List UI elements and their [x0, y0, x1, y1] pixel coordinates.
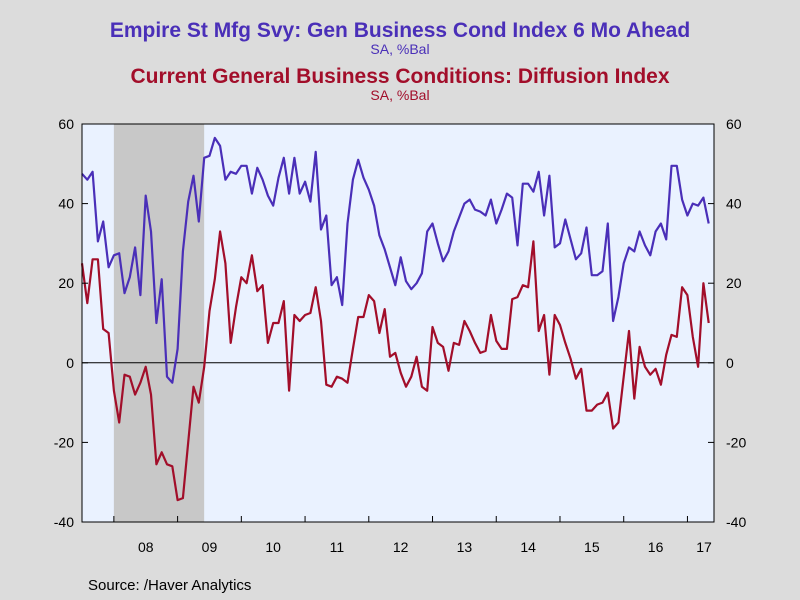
source-note: Source: /Haver Analytics — [88, 577, 252, 594]
chart-subtitle-series-1: SA, %Bal — [370, 41, 430, 57]
y-tick-label-left: 60 — [58, 116, 74, 132]
series-line-2 — [80, 230, 710, 502]
y-tick-label-right: 20 — [726, 275, 742, 291]
y-tick-label-left: 20 — [58, 275, 74, 291]
x-tick-label: 12 — [393, 539, 409, 555]
chart-title-series-2: Current General Business Conditions: Dif… — [130, 65, 670, 88]
x-tick-label: 08 — [138, 539, 154, 555]
series-line-1 — [81, 136, 710, 384]
y-tick-label-right: 40 — [726, 196, 742, 212]
x-tick-label: 13 — [457, 539, 473, 555]
y-tick-label-left: 0 — [66, 355, 74, 371]
plot-frame — [81, 123, 715, 523]
y-tick-label-left: 40 — [58, 196, 74, 212]
y-tick-label-right: -40 — [726, 514, 746, 530]
recession-shading — [113, 124, 205, 522]
x-tick-label: 16 — [648, 539, 664, 555]
chart-subtitle-series-2: SA, %Bal — [370, 87, 430, 103]
y-tick-label-right: -20 — [726, 434, 746, 450]
y-tick-label-right: 0 — [726, 355, 734, 371]
x-tick-label: 10 — [265, 539, 281, 555]
y-tick-label-left: -40 — [54, 514, 74, 530]
x-tick-label: 15 — [584, 539, 600, 555]
chart-title-series-1: Empire St Mfg Svy: Gen Business Cond Ind… — [109, 19, 691, 42]
y-tick-label-left: -20 — [54, 434, 74, 450]
x-tick-label: 09 — [202, 539, 218, 555]
x-tick-label: 14 — [520, 539, 536, 555]
x-tick-label: 17 — [696, 539, 712, 555]
x-tick-label: 11 — [330, 539, 345, 555]
y-tick-label-right: 60 — [726, 116, 742, 132]
